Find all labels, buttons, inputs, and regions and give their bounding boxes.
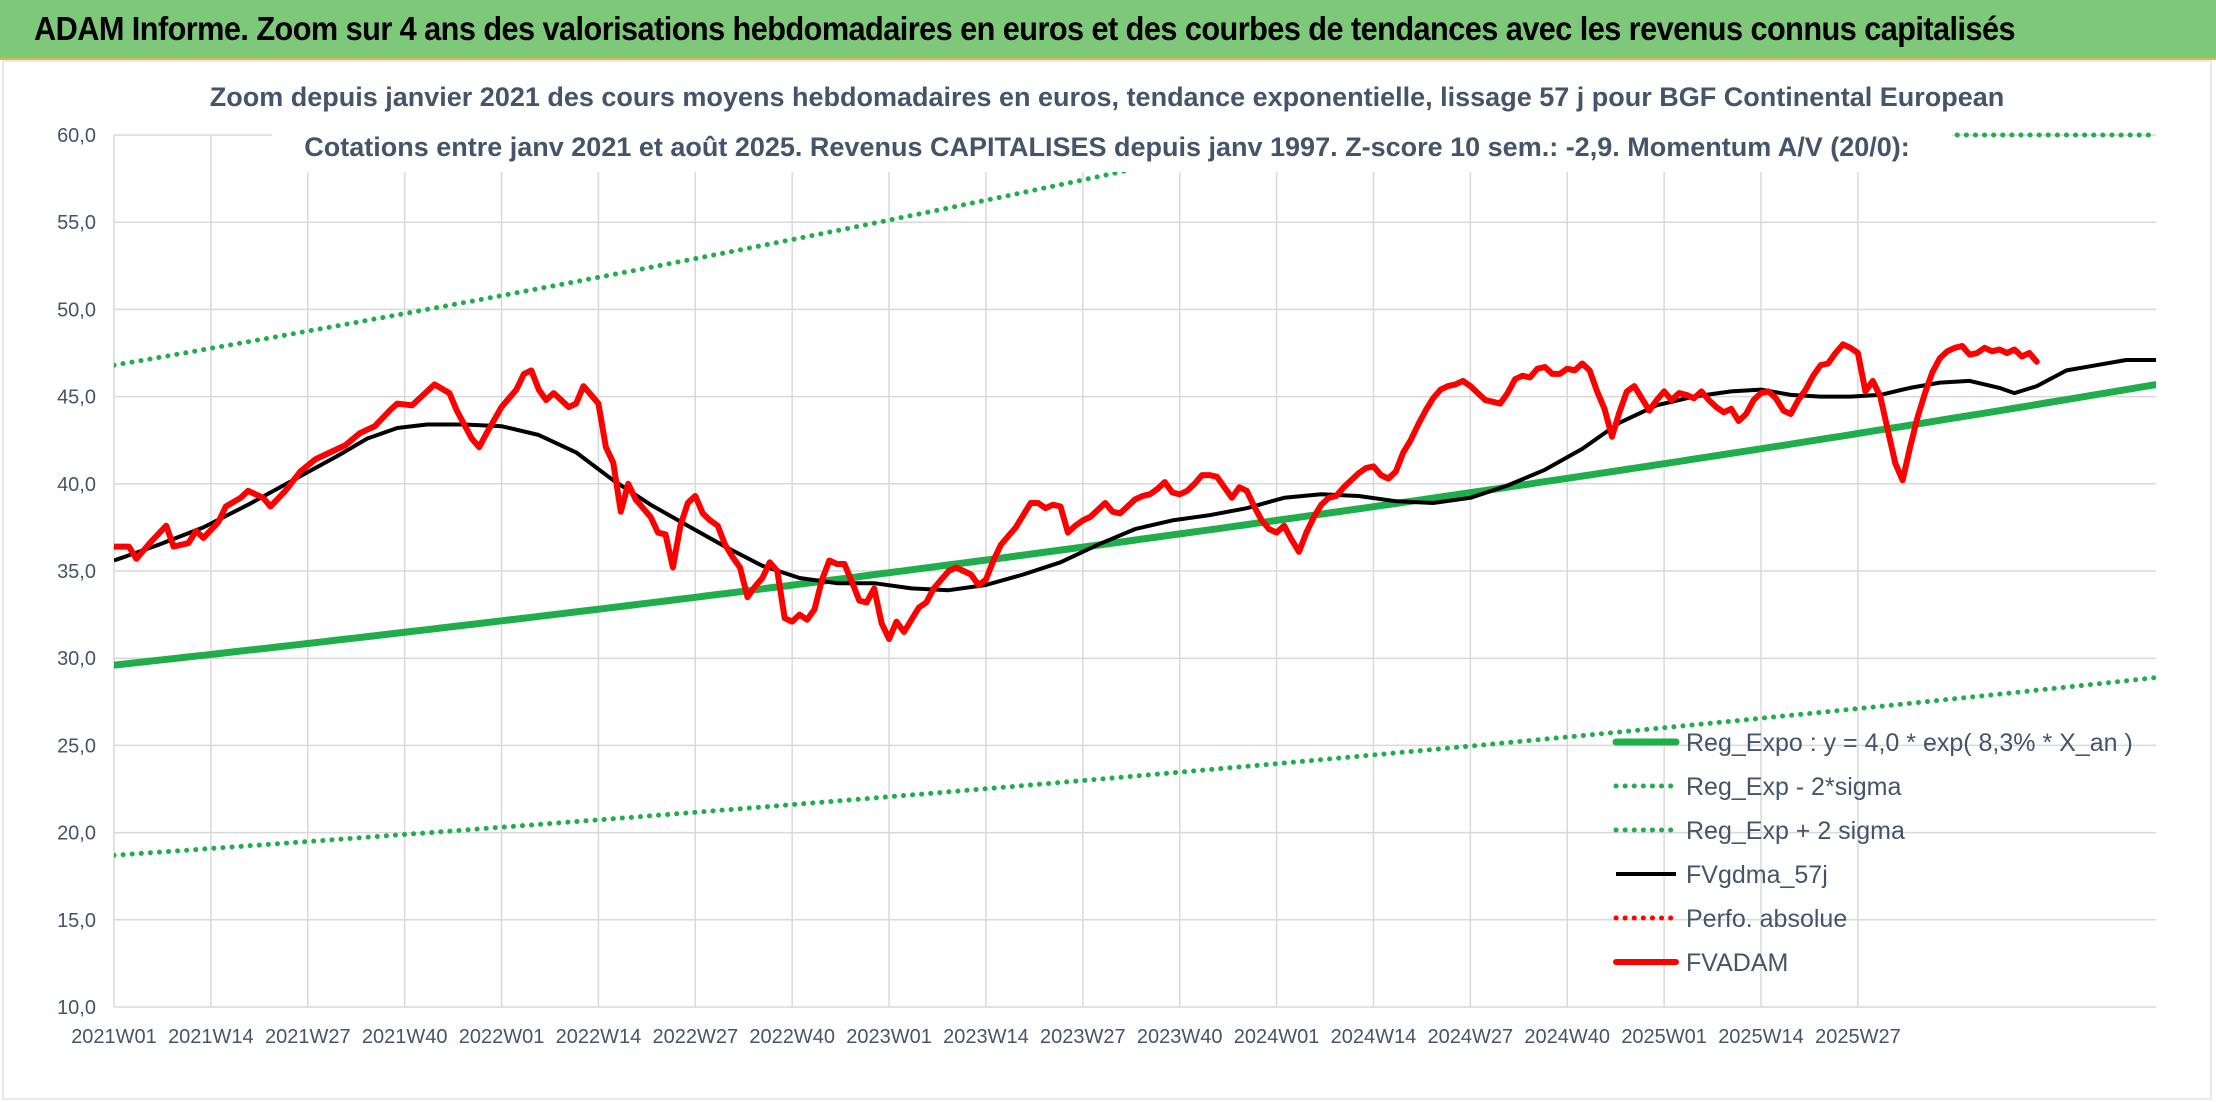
y-tick-label: 45,0	[57, 387, 96, 409]
x-tick-label: 2021W01	[71, 1026, 157, 1048]
x-tick-label: 2022W14	[556, 1026, 642, 1048]
chart-legend: Reg_Expo : y = 4,0 * exp( 8,3% * X_an ) R…	[1612, 729, 2133, 977]
report-banner: ADAM Informe. Zoom sur 4 ans des valoris…	[0, 0, 2216, 60]
chart-grid	[113, 134, 2156, 1008]
legend-label: FVgdma_57j	[1686, 861, 1828, 889]
y-tick-label: 20,0	[57, 823, 96, 845]
title-background	[272, 62, 1952, 172]
x-tick-label: 2021W27	[265, 1026, 351, 1048]
chart-series	[114, 132, 2159, 858]
y-tick-label: 25,0	[57, 735, 96, 757]
y-axis-ticks: 10,0 15,0 20,0 25,0 30,0 35,0 40,0 45,0 50,0 55,0…	[57, 125, 96, 1019]
y-tick-label: 15,0	[57, 910, 96, 932]
x-tick-label: 2024W01	[1234, 1026, 1320, 1048]
x-tick-label: 2023W27	[1040, 1026, 1126, 1048]
legend-label: Reg_Expo : y = 4,0 * exp( 8,3% * X_an )	[1686, 729, 2133, 757]
legend-label: Perfo. absolue	[1686, 905, 1847, 933]
chart-title: Zoom depuis janvier 2021 des cours moyen…	[210, 82, 2005, 112]
chart-subtitle: Cotations entre janv 2021 et août 2025. …	[304, 132, 1910, 162]
y-tick-label: 55,0	[57, 212, 96, 234]
line-chart: Zoom depuis janvier 2021 des cours moyen…	[57, 62, 2159, 1048]
legend-label: Reg_Exp - 2*sigma	[1686, 773, 1901, 801]
x-tick-label: 2025W01	[1621, 1026, 1707, 1048]
x-tick-label: 2022W27	[652, 1026, 738, 1048]
legend-label: FVADAM	[1686, 949, 1788, 977]
report-banner-title: ADAM Informe. Zoom sur 4 ans des valoris…	[34, 10, 2016, 47]
x-tick-label: 2021W40	[362, 1026, 448, 1048]
y-tick-label: 60,0	[57, 125, 96, 147]
x-tick-label: 2024W14	[1331, 1026, 1417, 1048]
x-tick-label: 2025W14	[1718, 1026, 1804, 1048]
x-tick-label: 2024W40	[1524, 1026, 1610, 1048]
series-line	[114, 381, 2156, 669]
x-tick-label: 2024W27	[1428, 1026, 1514, 1048]
chart-frame: Zoom depuis janvier 2021 des cours moyen…	[2, 60, 2212, 1100]
series-line	[114, 341, 2040, 642]
y-tick-label: 40,0	[57, 474, 96, 496]
x-tick-label: 2023W40	[1137, 1026, 1223, 1048]
y-tick-label: 35,0	[57, 561, 96, 583]
y-tick-label: 30,0	[57, 648, 96, 670]
x-tick-label: 2022W40	[749, 1026, 835, 1048]
legend-label: Reg_Exp + 2 sigma	[1686, 817, 1905, 845]
y-tick-label: 50,0	[57, 299, 96, 321]
x-tick-label: 2025W27	[1815, 1026, 1901, 1048]
x-axis-ticks: 2021W01 2021W14 2021W27 2021W40 2022W01 2022W…	[71, 1026, 1901, 1048]
x-tick-label: 2023W14	[943, 1026, 1029, 1048]
x-tick-label: 2023W01	[846, 1026, 932, 1048]
y-tick-label: 10,0	[57, 997, 96, 1019]
x-tick-label: 2022W01	[459, 1026, 545, 1048]
x-tick-label: 2021W14	[168, 1026, 254, 1048]
